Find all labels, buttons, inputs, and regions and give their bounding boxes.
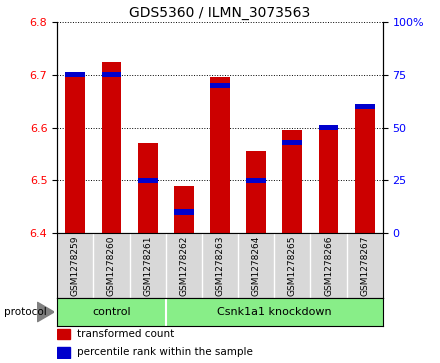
Text: percentile rank within the sample: percentile rank within the sample	[77, 347, 253, 357]
Bar	[355, 104, 375, 109]
Text: GSM1278261: GSM1278261	[143, 235, 152, 296]
Bar	[282, 130, 302, 233]
Text: GSM1278259: GSM1278259	[71, 235, 80, 296]
Title: GDS5360 / ILMN_3073563: GDS5360 / ILMN_3073563	[129, 5, 311, 20]
Bar	[210, 77, 230, 233]
Text: GSM1278264: GSM1278264	[252, 235, 260, 296]
Bar	[57, 329, 70, 339]
Bar	[319, 125, 338, 130]
Text: control: control	[92, 307, 131, 317]
Text: GSM1278260: GSM1278260	[107, 235, 116, 296]
Text: GSM1278266: GSM1278266	[324, 235, 333, 296]
Text: transformed count: transformed count	[77, 329, 174, 339]
Bar	[355, 104, 375, 233]
Bar	[210, 83, 230, 88]
Text: GSM1278265: GSM1278265	[288, 235, 297, 296]
Bar	[246, 178, 266, 183]
Bar	[174, 185, 194, 233]
Text: GSM1278267: GSM1278267	[360, 235, 369, 296]
Bar	[246, 151, 266, 233]
Bar	[319, 125, 338, 233]
Text: protocol: protocol	[4, 307, 47, 317]
Bar	[138, 178, 158, 183]
Bar	[66, 72, 85, 233]
Polygon shape	[37, 302, 54, 322]
Text: GSM1278262: GSM1278262	[180, 235, 188, 296]
Bar	[102, 62, 121, 233]
Bar	[282, 140, 302, 145]
Text: GSM1278263: GSM1278263	[216, 235, 224, 296]
Text: Csnk1a1 knockdown: Csnk1a1 knockdown	[217, 307, 332, 317]
Bar	[57, 347, 70, 358]
Bar	[174, 209, 194, 215]
Bar	[102, 72, 121, 77]
Bar	[138, 143, 158, 233]
Bar	[66, 72, 85, 77]
